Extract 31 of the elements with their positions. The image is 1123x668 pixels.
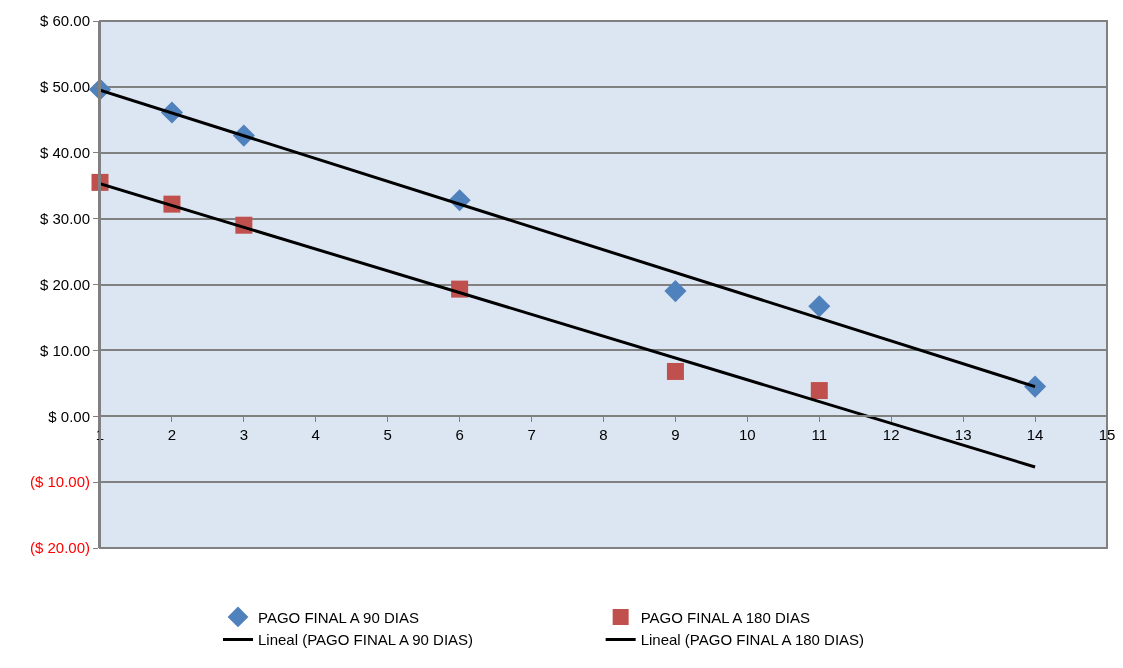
point bbox=[810, 382, 828, 400]
x-tick-label: 4 bbox=[311, 426, 320, 444]
y-tick-label: $ 30.00 bbox=[39, 209, 90, 227]
y-tick-label: ($ 10.00) bbox=[29, 473, 90, 491]
x-tick-label: 3 bbox=[239, 426, 249, 444]
legend-label: PAGO FINAL A 90 DIAS bbox=[258, 608, 419, 626]
point bbox=[664, 280, 687, 303]
legend-label: Lineal (PAGO FINAL A 180 DIAS) bbox=[640, 631, 865, 649]
y-tick-label: ($ 20.00) bbox=[29, 539, 90, 557]
x-tick-label: 9 bbox=[671, 426, 680, 444]
x-tick-label: 6 bbox=[455, 426, 464, 444]
x-tick-label: 5 bbox=[383, 426, 392, 444]
x-tick-label: 2 bbox=[167, 426, 177, 444]
x-tick-label: 8 bbox=[599, 426, 608, 444]
y-tick-label: $ 50.00 bbox=[39, 78, 90, 96]
y-tick-label: $ 60.00 bbox=[39, 12, 90, 30]
x-tick-label: 7 bbox=[527, 426, 536, 444]
x-tick-label: 12 bbox=[882, 426, 900, 444]
legend-label: PAGO FINAL A 180 DIAS bbox=[640, 608, 810, 626]
x-tick-label: 14 bbox=[1026, 426, 1044, 444]
y-tick-label: $ 10.00 bbox=[39, 341, 90, 359]
y-tick-label: $ 0.00 bbox=[48, 407, 90, 425]
point bbox=[808, 295, 831, 318]
x-tick-label: 13 bbox=[954, 426, 972, 444]
x-tick-label: 10 bbox=[739, 426, 756, 444]
legend-label: Lineal (PAGO FINAL A 90 DIAS) bbox=[258, 631, 474, 649]
y-tick-label: $ 20.00 bbox=[39, 275, 90, 293]
point bbox=[666, 362, 684, 380]
x-tick-label: 15 bbox=[1098, 426, 1116, 444]
x-tick-label: 11 bbox=[811, 426, 828, 444]
y-tick-label: $ 40.00 bbox=[39, 144, 90, 161]
